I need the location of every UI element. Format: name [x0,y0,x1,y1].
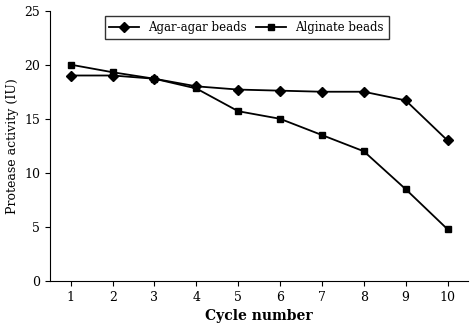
Agar-agar beads [193,84,199,88]
Line: Alginate beads: Alginate beads [67,61,451,233]
Agar-agar beads [152,77,157,81]
Alginate beads [445,227,450,231]
Alginate beads [152,77,157,81]
Alginate beads [361,149,366,153]
Agar-agar beads [319,90,325,94]
Agar-agar beads [445,139,450,142]
Line: Agar-agar beads: Agar-agar beads [67,72,451,144]
Agar-agar beads [110,73,116,77]
Alginate beads [236,109,241,113]
Alginate beads [110,70,116,74]
Y-axis label: Protease activity (IU): Protease activity (IU) [6,78,18,214]
X-axis label: Cycle number: Cycle number [205,310,313,323]
Alginate beads [319,133,325,137]
Agar-agar beads [68,73,73,77]
Alginate beads [193,87,199,90]
Alginate beads [403,187,409,191]
Agar-agar beads [277,89,283,93]
Agar-agar beads [361,90,366,94]
Agar-agar beads [403,98,409,102]
Legend: Agar-agar beads, Alginate beads: Agar-agar beads, Alginate beads [105,16,389,39]
Alginate beads [68,63,73,67]
Alginate beads [277,117,283,121]
Agar-agar beads [236,88,241,91]
